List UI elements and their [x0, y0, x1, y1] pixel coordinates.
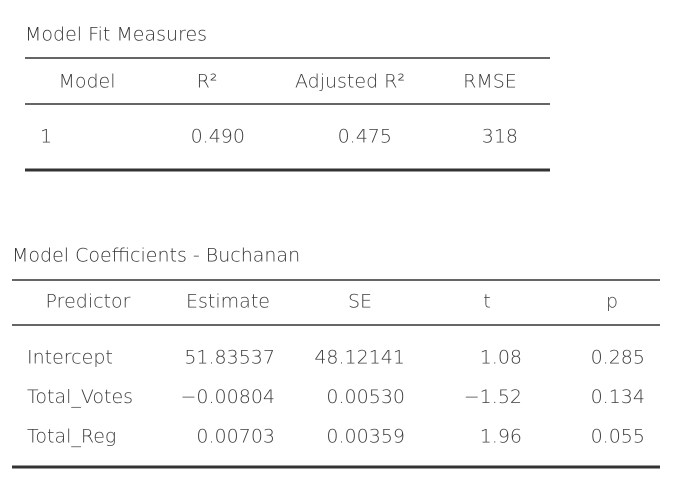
table-cell: 48.12141: [314, 347, 405, 369]
table-cell: 0.475: [338, 126, 392, 148]
table-cell: 0.00359: [326, 426, 405, 448]
table-cell: −1.52: [464, 386, 522, 408]
table-cell: 0.00703: [196, 426, 275, 448]
column-header: p: [606, 291, 618, 313]
column-header: R²: [197, 71, 218, 93]
table-cell: 318: [482, 126, 518, 148]
column-header: SE: [348, 291, 372, 313]
column-header: t: [483, 291, 490, 313]
column-header: Model: [58, 71, 115, 93]
table-cell: 0.285: [591, 347, 645, 369]
table-cell: 0.490: [191, 126, 245, 148]
table-cell: 0.055: [591, 426, 645, 448]
table-cell: 1.96: [480, 426, 522, 448]
column-header: Estimate: [186, 291, 270, 313]
column-header: Predictor: [46, 291, 131, 313]
table-cell: Total_Reg: [27, 426, 116, 448]
table-cell: 1.08: [480, 347, 522, 369]
table-cell: 51.83537: [184, 347, 275, 369]
table-cell: −0.00804: [181, 386, 276, 408]
column-header: Adjusted R²: [295, 71, 405, 93]
table-cell: 0.00530: [326, 386, 405, 408]
table-cell: Intercept: [27, 347, 113, 369]
table-cell: 1: [40, 126, 52, 148]
table-title: Model Fit Measures: [25, 24, 207, 46]
table-cell: 0.134: [591, 386, 645, 408]
table-cell: Total_Votes: [27, 386, 133, 408]
column-header: RMSE: [463, 71, 517, 93]
table-title: Model Coefficients - Buchanan: [12, 245, 300, 267]
